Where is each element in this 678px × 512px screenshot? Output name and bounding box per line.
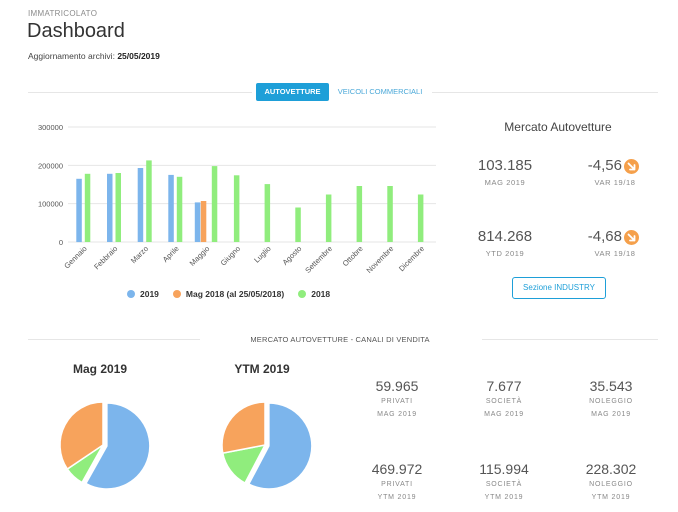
bar-2018-agosto[interactable] — [295, 207, 301, 243]
x-tick-label: Settembre — [303, 244, 334, 275]
legend-dot-2018 — [298, 290, 307, 298]
stat-societa-ytm-value: 115.994 — [479, 461, 529, 477]
stat-privati-ytm-value: 469.972 — [371, 461, 423, 477]
bar-2019-febbraio[interactable] — [107, 173, 113, 242]
legend-label-mag-2018[interactable]: Mag 2018 (al 25/05/2018) — [185, 289, 285, 299]
tab-autovetture[interactable]: AUTOVETTURE — [256, 83, 329, 101]
stat-societa-mag-label: SOCIETÀ — [485, 398, 523, 405]
bar-2019-maggio[interactable] — [194, 202, 201, 242]
divider — [28, 339, 200, 340]
kpi-mag-label: MAG 2019 — [484, 178, 526, 187]
divider — [482, 339, 658, 340]
pie-title-mag-2019: Mag 2019 — [72, 362, 128, 376]
legend-dot-mag-2018 — [172, 290, 181, 298]
y-tick-label: 0 — [59, 238, 63, 247]
arrow-down-right-icon — [624, 230, 639, 245]
y-tick-label: 300000 — [38, 123, 63, 132]
x-tick-label: Maggio — [188, 244, 212, 268]
bar-2018-marzo[interactable] — [146, 160, 152, 242]
stat-noleggio-mag-label: NOLEGGIO — [589, 398, 633, 405]
stat-privati-mag-value: 59.965 — [375, 378, 419, 394]
stat-privati-mag-period: MAG 2019 — [377, 411, 417, 418]
stat-societa-mag-value: 7.677 — [486, 378, 522, 394]
kpi-mag-var-label: VAR 19/18 — [594, 178, 636, 187]
stat-noleggio-ytm-period: YTM 2019 — [591, 494, 631, 501]
x-tick-label: Luglio — [252, 244, 273, 265]
industry-section-button[interactable]: Sezione INDUSTRY — [512, 277, 606, 299]
chart-grid — [68, 126, 436, 243]
archive-update-label: Aggiornamento archivi: — [28, 51, 115, 61]
x-tick-label: Agosto — [281, 244, 304, 267]
pie-chart-mag-2019 — [59, 401, 151, 490]
kpi-ytd-label: YTD 2019 — [485, 249, 525, 258]
kpi-mag-value: 103.185 — [477, 157, 533, 174]
bar-2018-settembre[interactable] — [325, 194, 332, 243]
chart-legend: 2019 Mag 2018 (al 25/05/2018) 2018 — [127, 289, 330, 299]
bar-2018-luglio[interactable] — [264, 184, 271, 242]
tab-veicoli-commerciali[interactable]: VEICOLI COMMERCIALI — [337, 87, 423, 96]
chart-y-axis: 0 100000 200000 300000 — [38, 123, 63, 247]
pie-chart-ytm-2019 — [221, 401, 313, 490]
legend-dot-2019 — [127, 290, 135, 298]
x-tick-label: Febbraio — [92, 244, 119, 271]
x-tick-label: Dicembre — [397, 244, 426, 273]
x-tick-label: Novembre — [365, 244, 396, 275]
kpi-ytd-var-label: VAR 19/18 — [594, 249, 636, 258]
legend-label-2019[interactable]: 2019 — [140, 289, 159, 299]
chart-bars — [76, 160, 424, 243]
kpi-ytd-var-value: -4,68 — [587, 228, 622, 245]
stat-privati-ytm-label: PRIVATI — [381, 481, 413, 488]
bar-2018-giugno[interactable] — [233, 175, 240, 242]
bar-2019-aprile[interactable] — [168, 174, 174, 242]
stat-noleggio-ytm-label: NOLEGGIO — [589, 481, 633, 488]
stat-privati-ytm-period: YTM 2019 — [377, 494, 417, 501]
monthly-registrations-chart: 0 100000 200000 300000 Gennaio Febbraio Marzo… — [38, 123, 436, 275]
legend-label-2018[interactable]: 2018 — [311, 289, 331, 299]
bar-2018-aprile[interactable] — [176, 176, 183, 242]
y-tick-label: 100000 — [38, 200, 63, 209]
x-tick-label: Gennaio — [62, 244, 88, 270]
bar-2019-marzo[interactable] — [137, 168, 144, 242]
page-title: Dashboard — [27, 20, 125, 42]
pie-slice-noleggio[interactable] — [221, 401, 266, 455]
stat-societa-ytm-label: SOCIETÀ — [485, 481, 523, 488]
bar-2018-novembre[interactable] — [387, 186, 393, 242]
y-tick-label: 200000 — [38, 161, 63, 170]
bar-2018-febbraio[interactable] — [115, 173, 122, 242]
pie-title-ytm-2019: YTM 2019 — [234, 362, 290, 376]
x-tick-label: Ottobre — [341, 244, 365, 268]
x-tick-label: Giugno — [219, 244, 242, 267]
stat-privati-mag-label: PRIVATI — [381, 398, 413, 405]
sales-channels-section-title: MERCATO AUTOVETTURE - CANALI DI VENDITA — [250, 335, 430, 344]
bar-mag-2018-al-25-05-2018--maggio[interactable] — [200, 201, 207, 242]
bar-2018-maggio[interactable] — [211, 166, 218, 242]
pie-slice-privati[interactable] — [247, 402, 313, 490]
arrow-down-right-icon — [624, 159, 639, 174]
pie-slice-privati[interactable] — [84, 402, 151, 490]
archive-update-date: 25/05/2019 — [117, 51, 160, 61]
divider — [432, 92, 658, 93]
bar-2018-ottobre[interactable] — [356, 186, 363, 242]
kpi-mag-var-value: -4,56 — [587, 157, 622, 174]
stat-societa-mag-period: MAG 2019 — [484, 411, 524, 418]
stat-societa-ytm-period: YTM 2019 — [484, 494, 524, 501]
chart-x-axis: Gennaio Febbraio Marzo Aprile Maggio Giugno Lu… — [62, 244, 426, 275]
divider — [28, 92, 252, 93]
kpi-ytd-value: 814.268 — [477, 228, 533, 245]
pie-slice-noleggio[interactable] — [59, 401, 104, 471]
archive-update-info: Aggiornamento archivi: 25/05/2019 — [28, 51, 160, 61]
bar-2019-gennaio[interactable] — [76, 178, 82, 243]
market-title: Mercato Autovetture — [504, 120, 612, 134]
bar-2018-gennaio[interactable] — [84, 173, 91, 242]
x-tick-label: Aprile — [161, 244, 181, 264]
stat-noleggio-mag-value: 35.543 — [589, 378, 633, 394]
section-kicker: IMMATRICOLATO — [28, 9, 98, 18]
stat-noleggio-ytm-value: 228.302 — [585, 461, 637, 477]
stat-noleggio-mag-period: MAG 2019 — [591, 411, 631, 418]
bar-2018-dicembre[interactable] — [417, 194, 424, 243]
x-tick-label: Marzo — [129, 244, 150, 265]
